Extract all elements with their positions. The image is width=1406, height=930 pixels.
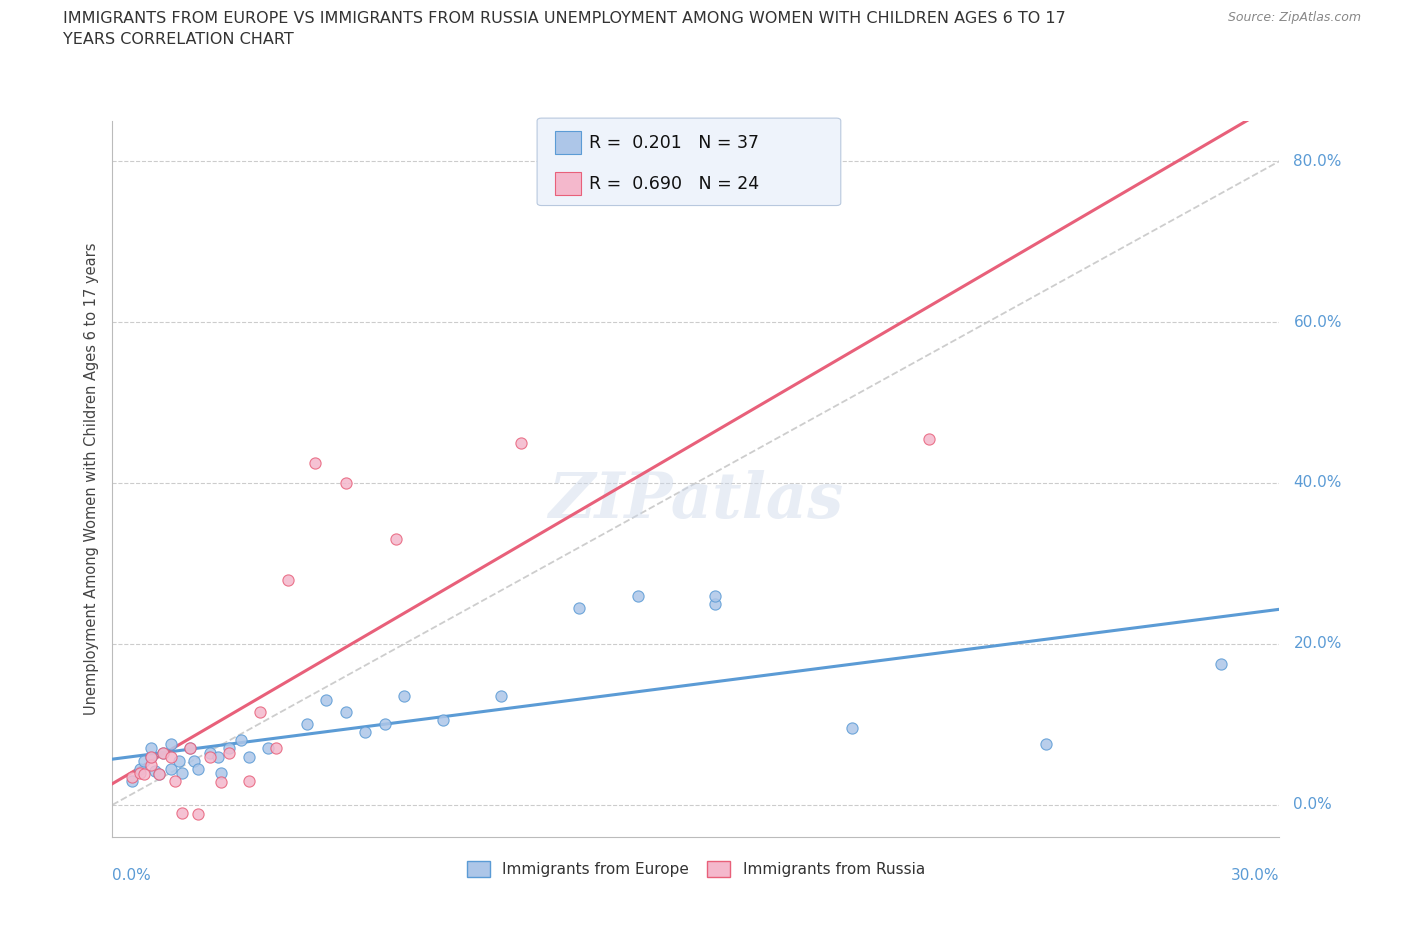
Point bbox=[238, 749, 260, 764]
Point bbox=[121, 773, 143, 788]
Point bbox=[172, 805, 194, 820]
Text: 20.0%: 20.0% bbox=[1294, 636, 1341, 651]
Point bbox=[198, 745, 221, 760]
Point bbox=[257, 741, 280, 756]
Point bbox=[160, 761, 183, 776]
Point bbox=[132, 753, 155, 768]
Point bbox=[627, 588, 650, 603]
Point bbox=[209, 765, 232, 780]
Point bbox=[276, 572, 298, 587]
Point bbox=[335, 705, 357, 720]
Point bbox=[207, 749, 229, 764]
Point bbox=[163, 773, 186, 788]
Text: Source: ZipAtlas.com: Source: ZipAtlas.com bbox=[1227, 11, 1361, 24]
Point bbox=[141, 741, 163, 756]
Point bbox=[148, 767, 170, 782]
Point bbox=[152, 745, 174, 760]
Text: IMMIGRANTS FROM EUROPE VS IMMIGRANTS FROM RUSSIA UNEMPLOYMENT AMONG WOMEN WITH C: IMMIGRANTS FROM EUROPE VS IMMIGRANTS FRO… bbox=[63, 11, 1066, 47]
Point bbox=[183, 753, 205, 768]
Point bbox=[198, 749, 221, 764]
Point bbox=[432, 713, 454, 728]
Point bbox=[295, 717, 318, 732]
Point bbox=[143, 764, 166, 778]
Point bbox=[132, 767, 155, 782]
Point bbox=[354, 725, 377, 740]
Point bbox=[304, 456, 326, 471]
Text: 0.0%: 0.0% bbox=[1294, 797, 1333, 812]
Point bbox=[218, 745, 240, 760]
Text: 40.0%: 40.0% bbox=[1294, 475, 1341, 490]
Point bbox=[187, 761, 209, 776]
Point bbox=[238, 773, 260, 788]
Point bbox=[229, 733, 252, 748]
Point bbox=[335, 475, 357, 490]
Legend: Immigrants from Europe, Immigrants from Russia: Immigrants from Europe, Immigrants from … bbox=[461, 855, 931, 884]
Text: 30.0%: 30.0% bbox=[1232, 868, 1279, 883]
Point bbox=[218, 741, 240, 756]
Point bbox=[1209, 657, 1232, 671]
Text: 60.0%: 60.0% bbox=[1294, 314, 1341, 329]
Point bbox=[172, 765, 194, 780]
Point bbox=[1035, 737, 1057, 752]
Point bbox=[141, 749, 163, 764]
Y-axis label: Unemployment Among Women with Children Ages 6 to 17 years: Unemployment Among Women with Children A… bbox=[83, 243, 98, 715]
Point bbox=[385, 532, 408, 547]
Point bbox=[209, 775, 232, 790]
Text: R =  0.201   N = 37: R = 0.201 N = 37 bbox=[589, 134, 759, 153]
Point bbox=[704, 596, 727, 611]
Text: 0.0%: 0.0% bbox=[112, 868, 152, 883]
Point bbox=[128, 765, 150, 780]
Point bbox=[918, 432, 941, 446]
Point bbox=[568, 600, 591, 615]
Text: 80.0%: 80.0% bbox=[1294, 153, 1341, 168]
Point bbox=[704, 588, 727, 603]
Point bbox=[179, 741, 201, 756]
Point bbox=[315, 693, 337, 708]
Point bbox=[141, 749, 163, 764]
Point bbox=[249, 705, 271, 720]
Point bbox=[160, 749, 183, 764]
Point bbox=[167, 753, 190, 768]
Point bbox=[187, 807, 209, 822]
Point bbox=[128, 761, 150, 776]
Point bbox=[121, 769, 143, 784]
Point bbox=[264, 741, 287, 756]
Point bbox=[141, 757, 163, 772]
Point bbox=[148, 767, 170, 782]
Point bbox=[160, 737, 183, 752]
Text: ZIPatlas: ZIPatlas bbox=[548, 470, 844, 531]
Point bbox=[509, 435, 531, 450]
Text: R =  0.690   N = 24: R = 0.690 N = 24 bbox=[589, 175, 759, 193]
Point bbox=[841, 721, 863, 736]
Point bbox=[491, 689, 513, 704]
Point bbox=[374, 717, 396, 732]
Point bbox=[152, 745, 174, 760]
Point bbox=[179, 741, 201, 756]
Point bbox=[394, 689, 416, 704]
